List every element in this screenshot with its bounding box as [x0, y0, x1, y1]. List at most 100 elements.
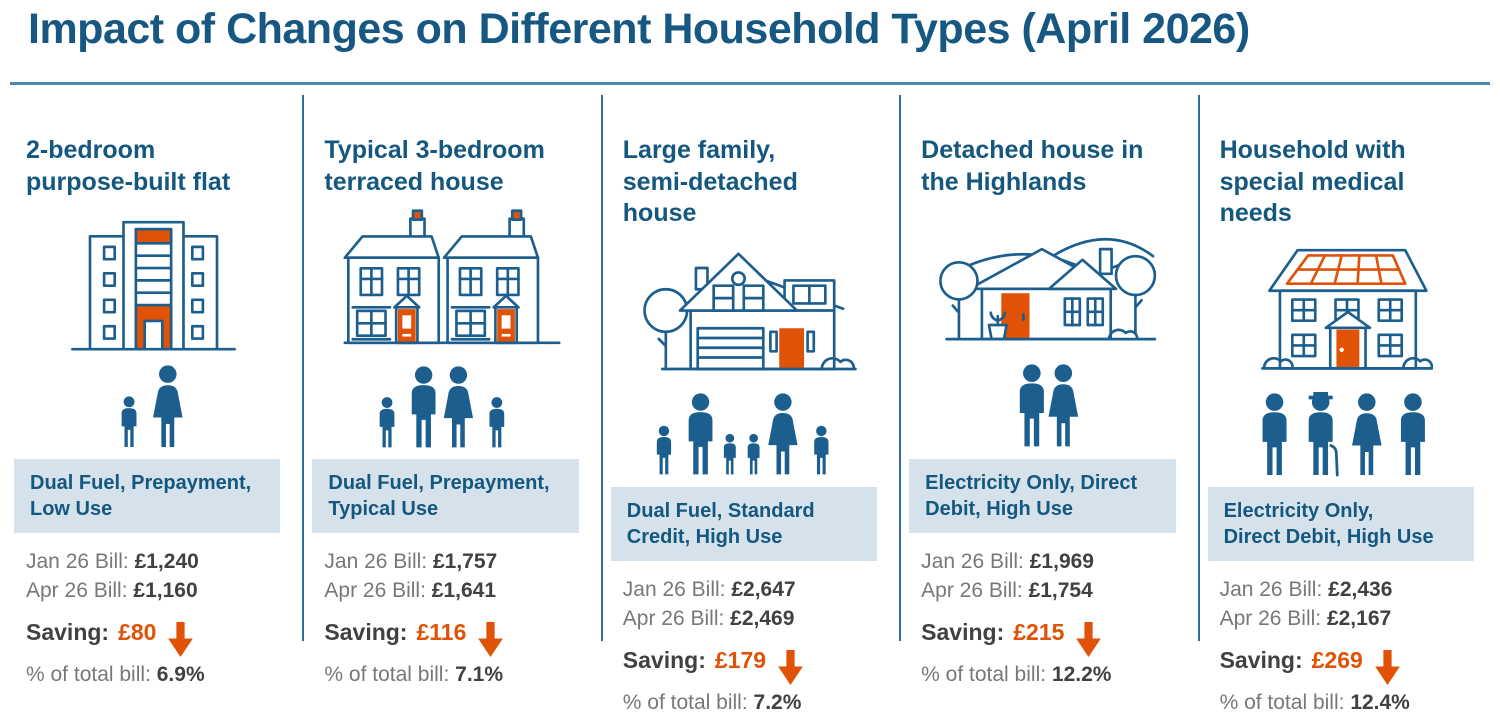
highlands-illustration [921, 201, 1175, 451]
apr-bill-line: Apr 26 Bill: £1,641 [324, 576, 578, 605]
percent-value: 6.9% [156, 663, 205, 687]
tariff-badge: Dual Fuel, Prepayment, Low Use [14, 459, 281, 534]
saving-value: £269 [1311, 646, 1363, 673]
jan-bill-value: £2,436 [1328, 578, 1393, 602]
tariff-badge: Electricity Only, Direct Debit, High Use [1207, 487, 1474, 562]
bill-lines: Jan 26 Bill: £1,240 Apr 26 Bill: £1,160 [26, 547, 280, 605]
household-card: 2-bedroom purpose-built flat [4, 85, 302, 715]
percent-line: % of total bill: 7.2% [623, 691, 877, 715]
household-title-line2: purpose-built flat [26, 167, 231, 196]
saving-label: Saving: [26, 618, 110, 645]
apr-bill-line: Apr 26 Bill: £1,160 [26, 576, 280, 605]
bill-lines: Jan 26 Bill: £2,647 Apr 26 Bill: £2,469 [623, 575, 877, 633]
tariff-line1: Dual Fuel, Standard [626, 500, 815, 523]
percent-line: % of total bill: 12.2% [921, 663, 1175, 687]
saving-value: £215 [1013, 618, 1065, 645]
header: Impact of Changes on Different Household… [0, 0, 1500, 53]
apr-bill-value: £2,167 [1326, 607, 1392, 631]
household-card: Large family, semi-detached house [600, 85, 899, 715]
household-title-line1: Typical 3-bedroom [324, 136, 545, 165]
down-arrow-icon [1076, 621, 1102, 657]
saving-line: Saving: £80 [26, 617, 280, 657]
tariff-badge: Dual Fuel, Standard Credit, High Use [610, 487, 878, 562]
household-columns: 2-bedroom purpose-built flat [0, 85, 1500, 715]
jan-bill-value: £2,647 [731, 578, 796, 602]
terraced-houses-icon [343, 209, 561, 345]
bill-lines: Jan 26 Bill: £1,969 Apr 26 Bill: £1,754 [921, 547, 1175, 605]
household-title-line2: special medical needs [1219, 167, 1405, 227]
percent-line: % of total bill: 7.1% [324, 663, 578, 687]
page-title: Impact of Changes on Different Household… [28, 5, 1250, 53]
saving-label: Saving: [622, 646, 706, 673]
percent-label: % of total bill: [324, 663, 450, 687]
jan-bill-value: £1,969 [1029, 550, 1094, 574]
household-title-line1: Household with [1219, 136, 1406, 165]
four-adults-icon [1262, 391, 1426, 476]
jan-bill-line: Jan 26 Bill: £1,969 [921, 547, 1175, 576]
solar-panel-house-icon [1260, 249, 1433, 370]
tariff-badge: Dual Fuel, Prepayment, Typical Use [312, 459, 579, 534]
household-title-line2: semi-detached house [622, 167, 798, 227]
percent-line: % of total bill: 6.9% [26, 663, 280, 687]
tariff-line2: Direct Debit, High Use [1223, 526, 1434, 549]
apr-bill-line: Apr 26 Bill: £2,167 [1220, 604, 1474, 633]
saving-line: Saving: £215 [921, 617, 1175, 657]
medical-needs-illustration [1220, 229, 1474, 479]
down-arrow-icon [1374, 649, 1400, 685]
tariff-badge: Electricity Only, Direct Debit, High Use [909, 459, 1176, 534]
tariff-line2: Typical Use [328, 498, 439, 521]
jan-bill-line: Jan 26 Bill: £1,240 [26, 547, 280, 576]
percent-label: % of total bill: [921, 663, 1047, 687]
down-arrow-icon [168, 621, 194, 657]
apr-bill-label: Apr 26 Bill: [324, 579, 426, 603]
saving-label: Saving: [1219, 646, 1303, 673]
apr-bill-label: Apr 26 Bill: [1219, 607, 1322, 631]
household-title-line2: terraced house [324, 167, 504, 196]
household-title: Large family, semi-detached house [623, 135, 877, 229]
saving-value: £80 [118, 618, 157, 645]
saving-line: Saving: £179 [622, 645, 877, 685]
household-title: Detached house in the Highlands [921, 135, 1175, 201]
bill-lines: Jan 26 Bill: £2,436 Apr 26 Bill: £2,167 [1220, 575, 1474, 633]
household-card: Detached house in the Highlands [899, 85, 1197, 715]
apr-bill-value: £1,160 [133, 579, 198, 603]
household-title-line1: Large family, [622, 136, 776, 165]
jan-bill-label: Jan 26 Bill: [26, 550, 129, 574]
jan-bill-label: Jan 26 Bill: [921, 550, 1024, 574]
jan-bill-line: Jan 26 Bill: £2,436 [1220, 575, 1474, 604]
highland-cottage-icon [938, 238, 1157, 341]
jan-bill-value: £1,757 [432, 550, 498, 574]
family-of-six-icon [657, 393, 829, 475]
terraced-illustration [324, 201, 578, 451]
jan-bill-label: Jan 26 Bill: [1219, 578, 1323, 602]
down-arrow-icon [478, 621, 504, 657]
tariff-line1: Electricity Only, [1223, 500, 1374, 523]
apr-bill-value: £1,641 [431, 579, 497, 603]
saving-line: Saving: £269 [1219, 645, 1474, 685]
saving-line: Saving: £116 [324, 617, 578, 657]
jan-bill-label: Jan 26 Bill: [324, 550, 428, 574]
semi-detached-illustration [623, 229, 877, 479]
tariff-line2: Low Use [30, 498, 113, 521]
tariff-line2: Credit, High Use [626, 526, 783, 549]
apr-bill-label: Apr 26 Bill: [921, 579, 1023, 603]
percent-label: % of total bill: [26, 663, 151, 687]
apr-bill-label: Apr 26 Bill: [622, 607, 725, 631]
jan-bill-label: Jan 26 Bill: [622, 578, 726, 602]
woman-and-child-icon [121, 365, 183, 447]
tariff-line1: Dual Fuel, Prepayment, [328, 472, 550, 495]
apr-bill-line: Apr 26 Bill: £2,469 [623, 604, 877, 633]
header-divider [10, 82, 1490, 86]
household-title: 2-bedroom purpose-built flat [26, 135, 280, 201]
saving-value: £179 [714, 646, 767, 673]
apartment-building-icon [70, 221, 236, 351]
household-card: Typical 3-bedroom terraced house [302, 85, 600, 715]
percent-label: % of total bill: [622, 691, 748, 715]
tariff-line1: Dual Fuel, Prepayment, [30, 472, 252, 495]
household-card: Household with special medical needs [1197, 85, 1496, 715]
saving-label: Saving: [324, 618, 408, 645]
household-title: Typical 3-bedroom terraced house [324, 135, 578, 201]
percent-line: % of total bill: 12.4% [1220, 691, 1474, 715]
couple-icon [1019, 364, 1079, 447]
percent-value: 12.4% [1350, 691, 1410, 715]
